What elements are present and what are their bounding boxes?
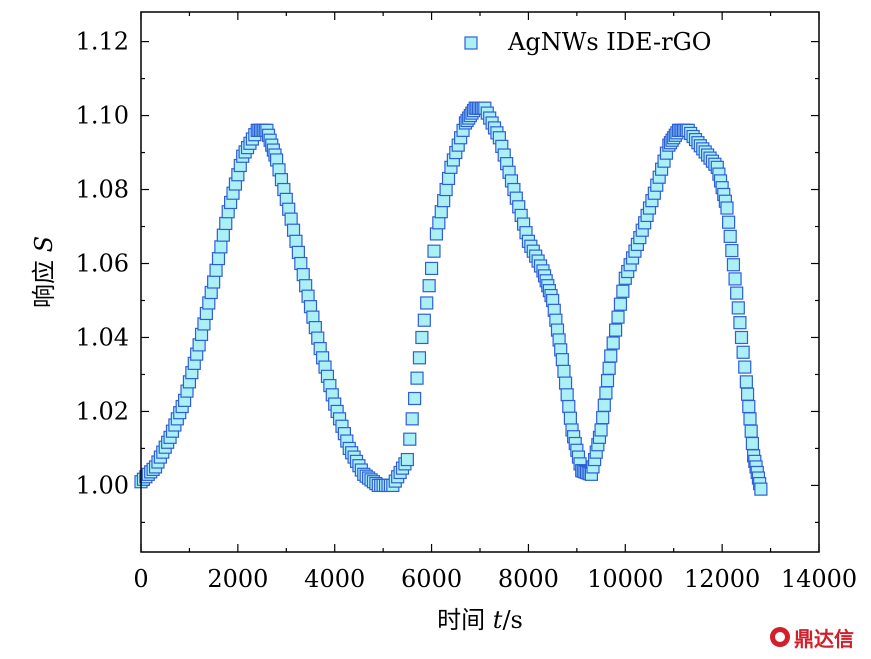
data-point-interp: [616, 284, 630, 298]
y-tick-label: 1.12: [76, 28, 129, 56]
data-point-interp: [211, 251, 226, 266]
data-point-interp: [219, 216, 233, 231]
data-point-interp: [558, 376, 573, 390]
data-point-interp: [427, 244, 441, 258]
data-point-interp: [405, 412, 419, 426]
data-point-interp: [611, 310, 625, 324]
data-point-interp: [403, 432, 417, 446]
data-point-interp: [294, 256, 308, 271]
data-point-interp: [286, 223, 301, 237]
data-point: [429, 227, 444, 241]
y-axis-title: 响应 S: [30, 236, 58, 308]
x-tick-label: 4000: [304, 565, 365, 593]
x-tick-label: 14000: [781, 565, 857, 593]
legend-label: AgNWs IDE-rGO: [507, 28, 711, 56]
legend-marker: [464, 36, 478, 50]
data-point-interp: [291, 245, 305, 260]
data-point: [739, 375, 753, 389]
legend: AgNWs IDE-rGO: [464, 28, 711, 56]
data-point-interp: [296, 268, 310, 282]
data-point-interp: [412, 351, 427, 365]
y-tick-label: 1.04: [76, 323, 129, 351]
data-point: [555, 353, 569, 367]
data-point-interp: [723, 229, 737, 243]
data-point-interp: [728, 272, 742, 286]
data-point-interp: [733, 316, 747, 330]
x-axis-title: 时间 t/s: [437, 606, 523, 634]
watermark: 鼎达信: [770, 622, 870, 652]
data-point: [730, 286, 744, 300]
data-point: [284, 212, 298, 226]
data-point: [594, 423, 608, 437]
data-point-interp: [745, 436, 760, 451]
data-point-interp: [606, 336, 620, 350]
data-point-interp: [408, 391, 422, 406]
x-tick-label: 0: [133, 565, 148, 593]
data-point-interp: [557, 364, 571, 378]
x-tick-label: 6000: [401, 565, 462, 593]
data-point-interp: [289, 234, 303, 248]
data-point: [207, 275, 221, 289]
data-point-interp: [599, 386, 613, 400]
data-point-interp: [740, 387, 755, 401]
data-point-interp: [209, 263, 223, 277]
watermark-logo-icon: [770, 627, 790, 647]
x-tick-label: 8000: [498, 565, 559, 593]
y-tick-labels: 1.00 1.02 1.04 1.06 1.08 1.10 1.12: [76, 28, 129, 500]
data-point-interp: [441, 171, 456, 186]
data-point-interp: [738, 360, 752, 374]
data-point: [754, 482, 768, 496]
data-point-interp: [216, 228, 230, 242]
data-point-interp: [417, 313, 431, 327]
data-point-interp: [596, 411, 610, 425]
data-point-interp: [725, 243, 739, 258]
data-point-interp: [410, 371, 424, 385]
y-tick-label: 1.02: [76, 397, 129, 425]
data-point: [720, 201, 734, 215]
data-point-interp: [613, 297, 628, 311]
data-point-interp: [597, 398, 611, 412]
x-tick-label: 12000: [684, 565, 760, 593]
x-tick-label: 10000: [587, 565, 663, 593]
data-point-interp: [743, 412, 757, 426]
data-point: [415, 330, 429, 345]
y-tick-label: 1.10: [76, 102, 129, 130]
data-point-interp: [560, 388, 574, 402]
data-point-interp: [726, 258, 741, 272]
x-tick-labels: 0 2000 4000 6000 8000 10000 12000 14000: [133, 565, 857, 593]
data-point-interp: [742, 399, 756, 414]
data-point-interp: [563, 411, 578, 425]
data-point-interp: [600, 374, 615, 388]
data-point-interp: [422, 279, 436, 293]
data-point: [400, 452, 414, 467]
data-point-interp: [424, 261, 439, 276]
data-point-interp: [731, 301, 745, 315]
data-point-interp: [434, 205, 448, 219]
data-point-interp: [432, 216, 446, 230]
data-point-interp: [602, 361, 616, 375]
data-point-interp: [439, 182, 453, 197]
x-tick-label: 2000: [207, 565, 268, 593]
data-point-interp: [437, 194, 451, 208]
data-point-interp: [744, 424, 758, 438]
data-point-interp: [562, 399, 576, 414]
series-markers: [134, 101, 768, 496]
y-tick-label: 1.00: [76, 471, 129, 499]
data-point-interp: [420, 296, 434, 310]
plot-frame: [140, 11, 820, 553]
data-point-interp: [734, 330, 749, 345]
data-point: [604, 349, 618, 363]
data-point-interp: [214, 240, 228, 254]
y-tick-label: 1.06: [76, 250, 129, 278]
watermark-text: 鼎达信: [794, 626, 854, 651]
data-point-interp: [721, 215, 736, 229]
data-point-interp: [736, 345, 750, 359]
y-tick-label: 1.08: [76, 176, 129, 204]
axis-ticks: [140, 12, 820, 552]
data-point-interp: [608, 323, 623, 337]
